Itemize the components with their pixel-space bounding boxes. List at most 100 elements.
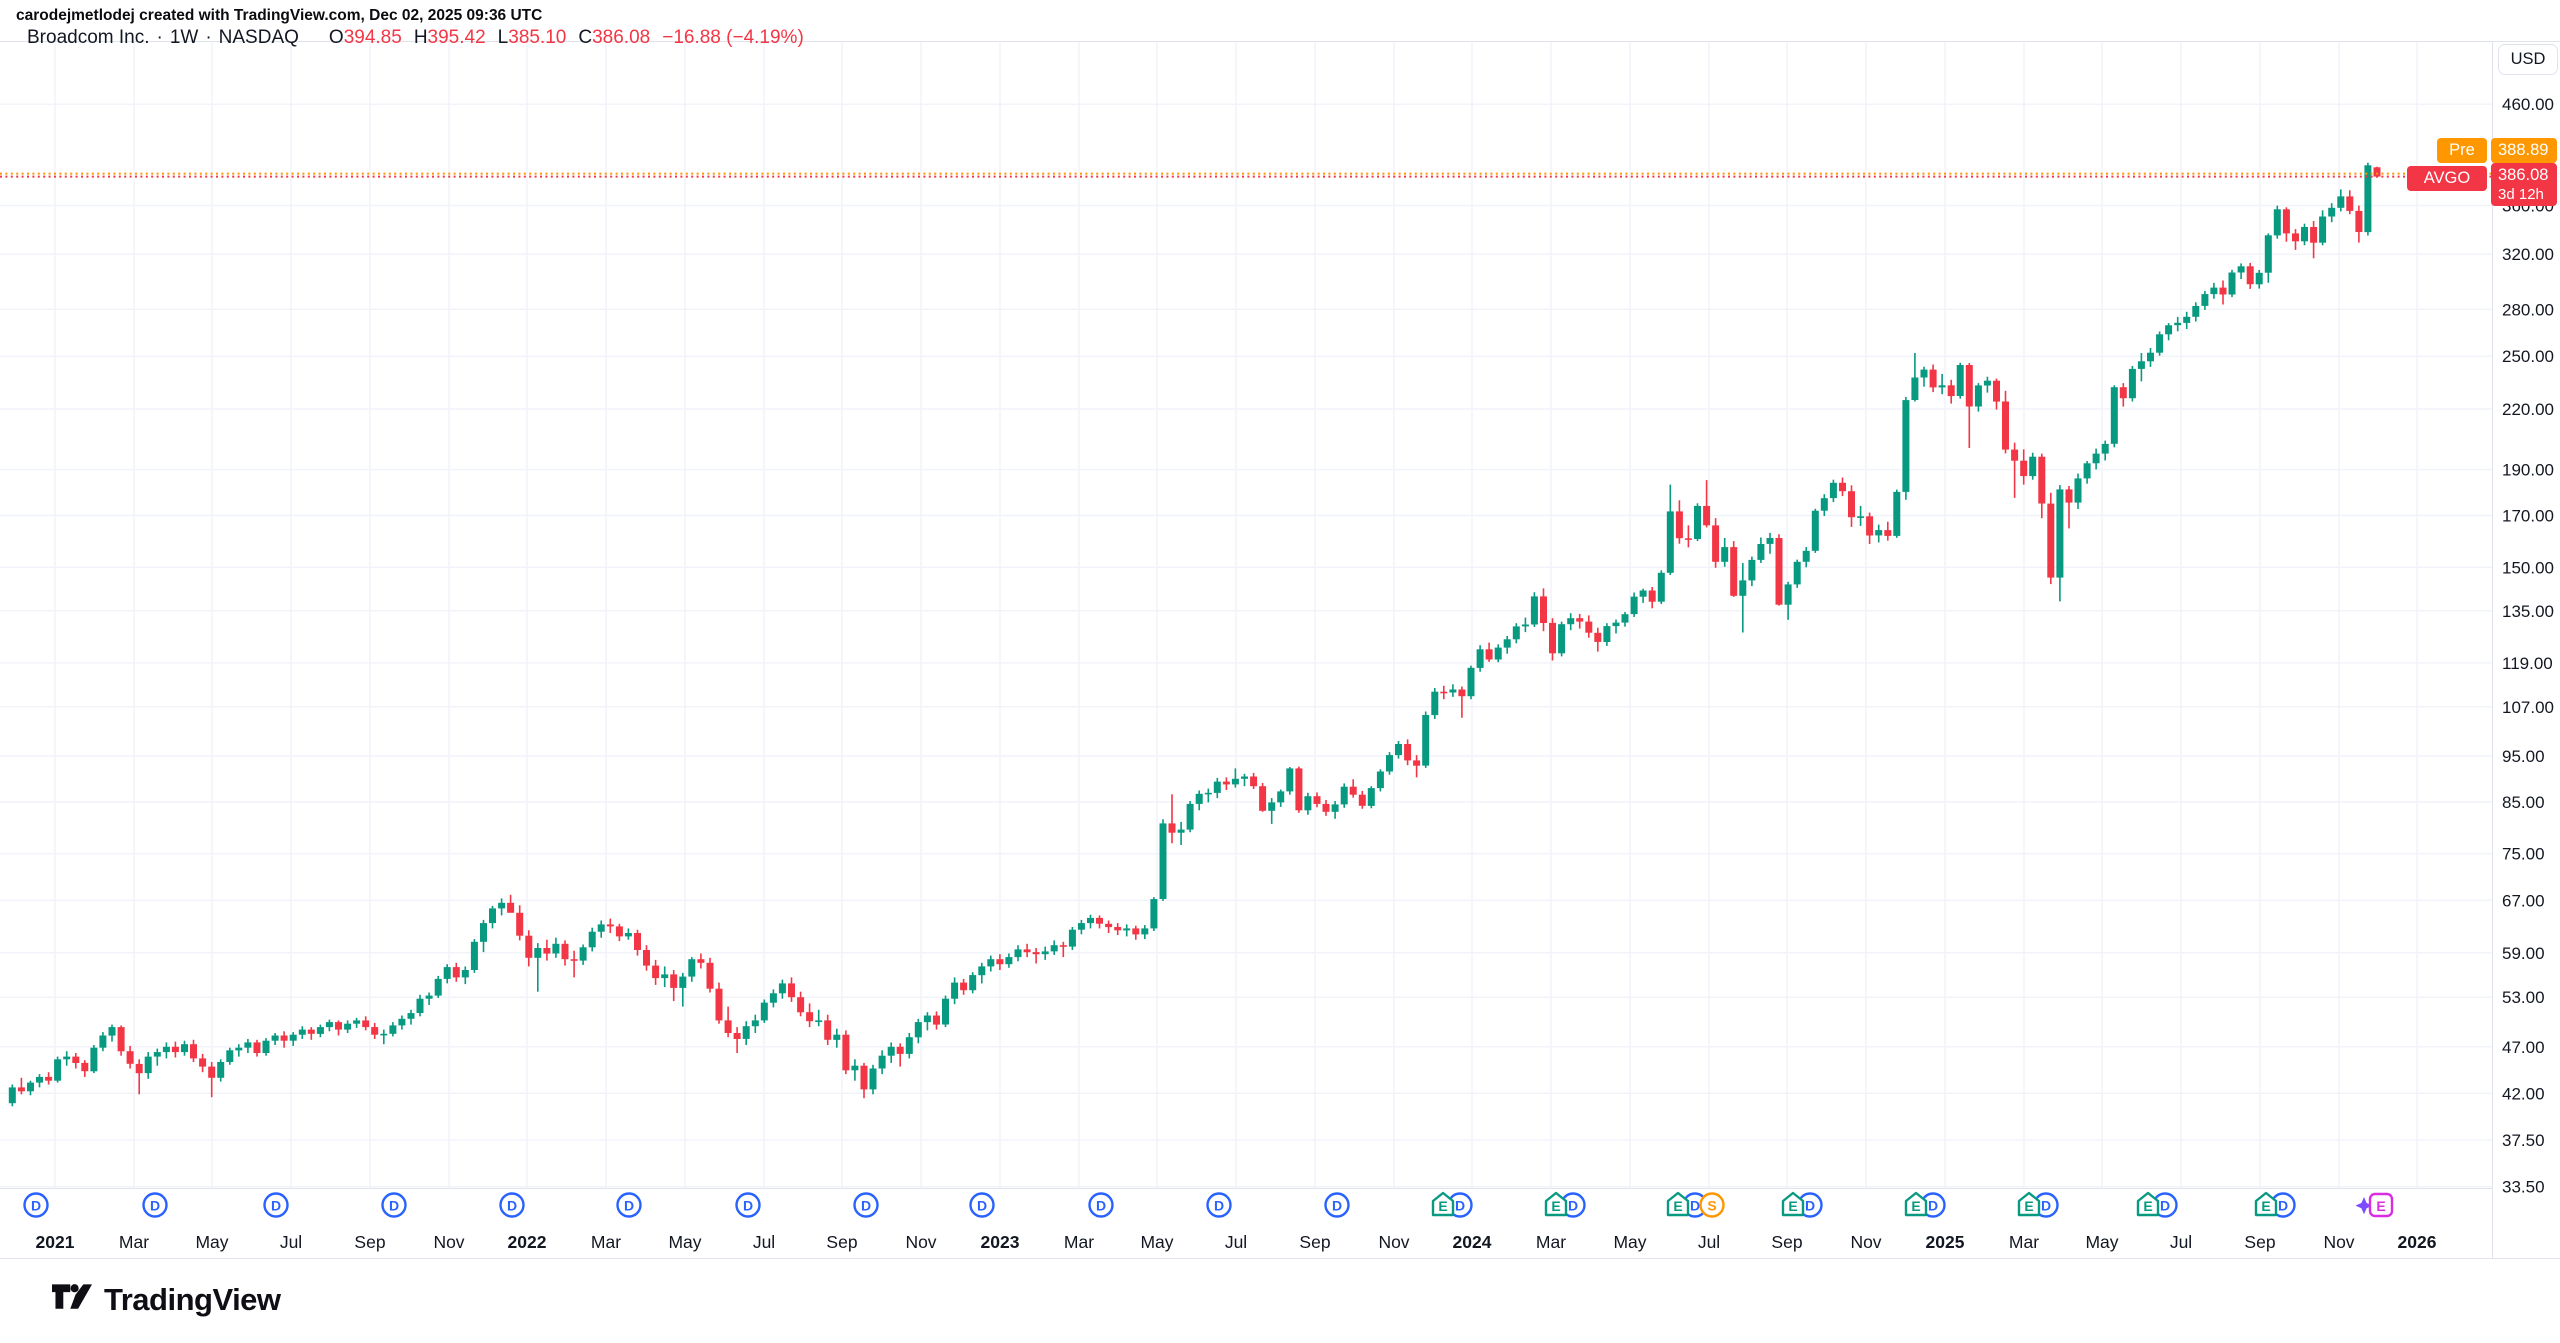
candle-body[interactable] [797,997,805,1013]
time-tick-label[interactable]: Nov [2323,1232,2354,1252]
candle-body[interactable] [1304,796,1312,811]
candle-body[interactable] [235,1047,243,1051]
candle-body[interactable] [1938,385,1946,388]
price-tick-label[interactable]: 220.00 [2502,400,2554,419]
candle-body[interactable] [1431,691,1439,716]
candle-body[interactable] [1549,622,1556,654]
candle-body[interactable] [987,959,995,967]
candle-body[interactable] [1286,768,1294,792]
time-tick-label[interactable]: Jul [753,1232,775,1252]
earnings-marker-icon[interactable]: E [1666,1191,1690,1217]
candle-body[interactable] [2310,227,2318,243]
candle-body[interactable] [2282,209,2290,234]
price-tick-label[interactable]: 75.00 [2502,845,2545,864]
candle-body[interactable] [2065,489,2073,503]
candle-body[interactable] [588,931,596,948]
time-tick-label[interactable]: Jul [1698,1232,1720,1252]
candle-body[interactable] [1540,596,1547,623]
candle-body[interactable] [2328,207,2336,217]
dividend-marker-icon[interactable]: D [499,1192,525,1218]
candle-body[interactable] [1077,923,1085,930]
candle-body[interactable] [942,998,949,1025]
candle-body[interactable] [344,1023,352,1030]
candle-body[interactable] [217,1062,225,1078]
candle-body[interactable] [923,1015,931,1023]
candle-body[interactable] [1920,369,1928,378]
time-tick-label[interactable]: Sep [1771,1232,1802,1252]
candle-body[interactable] [90,1047,98,1072]
candle-body[interactable] [2101,443,2109,454]
candle-body[interactable] [2147,352,2154,362]
candle-body[interactable] [842,1034,850,1071]
candle-body[interactable] [2192,306,2200,317]
candle-body[interactable] [1087,917,1094,924]
candle-body[interactable] [253,1042,261,1053]
candle-body[interactable] [679,976,687,988]
candle-body[interactable] [815,1020,823,1022]
time-tick-label[interactable]: 2026 [2398,1232,2437,1252]
candle-body[interactable] [1802,550,1810,562]
candle-body[interactable] [72,1056,80,1063]
candle-body[interactable] [1204,792,1212,795]
candle-body[interactable] [1585,621,1593,633]
dividend-marker-icon[interactable]: D [1088,1192,1114,1218]
candle-body[interactable] [824,1020,832,1040]
price-tick-label[interactable]: 170.00 [2502,507,2554,526]
candle-body[interactable] [769,993,777,1003]
candle-body[interactable] [1295,768,1303,811]
candle-body[interactable] [2011,449,2019,461]
price-tick-label[interactable]: 119.00 [2502,654,2553,673]
dividend-marker-icon[interactable]: D [616,1192,642,1218]
candle-body[interactable] [1965,365,1973,407]
candle-body[interactable] [760,1002,768,1021]
candle-body[interactable] [1576,618,1584,622]
candle-body[interactable] [751,1020,759,1027]
time-tick-label[interactable]: Sep [2244,1232,2275,1252]
candle-body[interactable] [1322,803,1330,812]
candle-body[interactable] [2219,287,2227,295]
candle-body[interactable] [1521,624,1529,627]
candle-body[interactable] [1014,949,1022,958]
candle-body[interactable] [788,983,795,998]
candle-body[interactable] [561,943,569,960]
candle-body[interactable] [778,983,786,994]
dividend-marker-icon[interactable]: D [23,1192,49,1218]
candle-body[interactable] [280,1035,288,1041]
candle-body[interactable] [8,1087,16,1104]
time-tick-label[interactable]: Jul [1225,1232,1247,1252]
candle-body[interactable] [1820,498,1828,511]
candle-body[interactable] [1558,624,1566,654]
candle-body[interactable] [2083,463,2091,479]
price-tick-label[interactable]: 59.00 [2502,944,2545,963]
time-tick-label[interactable]: May [1140,1232,1173,1252]
dividend-marker-icon[interactable]: D [263,1192,289,1218]
candle-body[interactable] [597,924,605,932]
candle-body[interactable] [1150,899,1158,929]
candle-body[interactable] [896,1046,904,1054]
candle-body[interactable] [1059,945,1067,947]
candle-body[interactable] [1467,667,1475,697]
candle-body[interactable] [1041,951,1049,955]
candle-body[interactable] [244,1042,252,1048]
candle-body[interactable] [1694,505,1701,539]
candle-body[interactable] [1159,823,1167,899]
candle-body[interactable] [688,959,696,977]
candle-body[interactable] [407,1013,415,1019]
candle-body[interactable] [1811,510,1819,551]
price-tick-label[interactable]: 250.00 [2502,347,2554,366]
candle-body[interactable] [2201,294,2209,306]
candle-body[interactable] [1023,949,1031,953]
candle-body[interactable] [298,1029,306,1035]
candle-body[interactable] [615,926,623,937]
candle-body[interactable] [1494,647,1502,660]
candle-body[interactable] [960,982,968,991]
candle-body[interactable] [452,967,460,978]
price-tick-label[interactable]: 33.50 [2502,1178,2545,1197]
candle-body[interactable] [2237,266,2245,273]
candle-body[interactable] [2292,233,2299,242]
candle-body[interactable] [443,967,451,979]
dividend-marker-icon[interactable]: D [1324,1192,1350,1218]
candle-body[interactable] [2002,401,2009,450]
candle-body[interactable] [398,1018,406,1026]
candle-body[interactable] [851,1065,859,1071]
